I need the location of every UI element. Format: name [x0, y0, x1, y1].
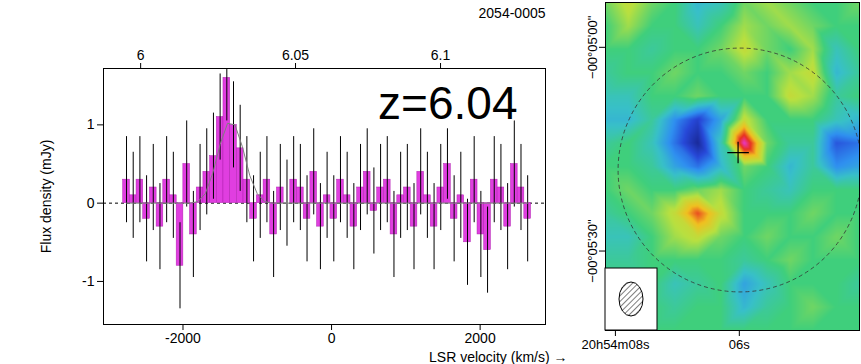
- svg-text:Flux density (mJy): Flux density (mJy): [38, 140, 54, 254]
- svg-text:1: 1: [87, 116, 95, 132]
- svg-text:6.05: 6.05: [282, 47, 309, 63]
- svg-text:06s: 06s: [729, 337, 750, 352]
- svg-text:-1: -1: [82, 273, 95, 289]
- svg-text:z=6.04: z=6.04: [378, 77, 517, 129]
- svg-text:-2000: -2000: [165, 330, 201, 346]
- svg-text:LSR velocity (km/s) →: LSR velocity (km/s) →: [429, 349, 567, 364]
- svg-text:2054-0005: 2054-0005: [479, 5, 546, 21]
- svg-text:6: 6: [137, 47, 145, 63]
- svg-text:6.1: 6.1: [431, 47, 451, 63]
- svg-text:0: 0: [87, 195, 95, 211]
- svg-text:0: 0: [328, 330, 336, 346]
- svg-text:2000: 2000: [465, 330, 496, 346]
- svg-text:−00°05'00": −00°05'00": [585, 15, 600, 79]
- svg-text:−00°05'30": −00°05'30": [585, 219, 600, 283]
- svg-text:20h54m08s: 20h54m08s: [581, 337, 649, 352]
